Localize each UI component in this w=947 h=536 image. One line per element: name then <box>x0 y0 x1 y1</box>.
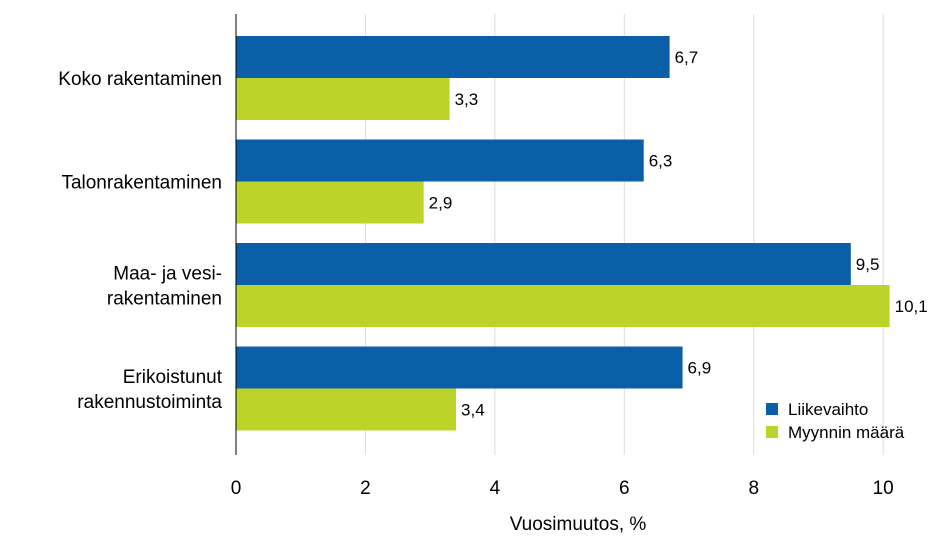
x-axis-title: Vuosimuutos, % <box>510 514 647 535</box>
category-labels: Koko rakentaminen Talonrakentaminen Maa- j… <box>58 69 222 413</box>
data-label: 2,9 <box>429 194 453 213</box>
data-label: 9,5 <box>856 255 880 274</box>
x-tick-label: 10 <box>873 478 894 499</box>
x-tick-label: 4 <box>490 478 501 499</box>
x-tick-label: 8 <box>748 478 759 499</box>
category-label: Talonrakentaminen <box>61 173 222 194</box>
x-tick-label: 0 <box>231 478 242 499</box>
bar-myynnin-maara-0 <box>236 78 450 120</box>
bar-myynnin-maara-1 <box>236 181 424 224</box>
bar-myynnin-maara-3 <box>236 388 457 431</box>
data-label: 6,9 <box>688 359 712 378</box>
bars: 6,7 3,3 6,3 2,9 9,5 10,1 6,9 3,4 <box>236 36 928 431</box>
data-label: 3,3 <box>455 90 479 109</box>
data-label: 6,3 <box>649 152 673 171</box>
x-tick-label: 6 <box>619 478 630 499</box>
data-label: 10,1 <box>895 297 928 316</box>
x-tick-labels: 0 2 4 6 8 10 <box>231 478 894 499</box>
category-label: Koko rakentaminen <box>58 69 222 90</box>
bar-liikevaihto-3 <box>236 346 683 389</box>
bar-liikevaihto-0 <box>236 36 670 78</box>
legend-label: Myynnin määrä <box>788 423 905 442</box>
bar-myynnin-maara-2 <box>236 285 890 327</box>
legend-label: Liikevaihto <box>788 400 868 419</box>
x-tick-label: 2 <box>360 478 371 499</box>
category-label: Erikoistunut rakennustoiminta <box>77 367 222 413</box>
bar-liikevaihto-1 <box>236 139 644 182</box>
data-label: 3,4 <box>461 401 485 420</box>
data-label: 6,7 <box>675 48 699 67</box>
category-label: Maa- ja vesi-rakentaminen <box>107 264 222 310</box>
legend-swatch <box>766 426 778 438</box>
legend-swatch <box>766 403 778 415</box>
legend: Liikevaihto Myynnin määrä <box>766 400 905 442</box>
bar-liikevaihto-2 <box>236 243 851 285</box>
